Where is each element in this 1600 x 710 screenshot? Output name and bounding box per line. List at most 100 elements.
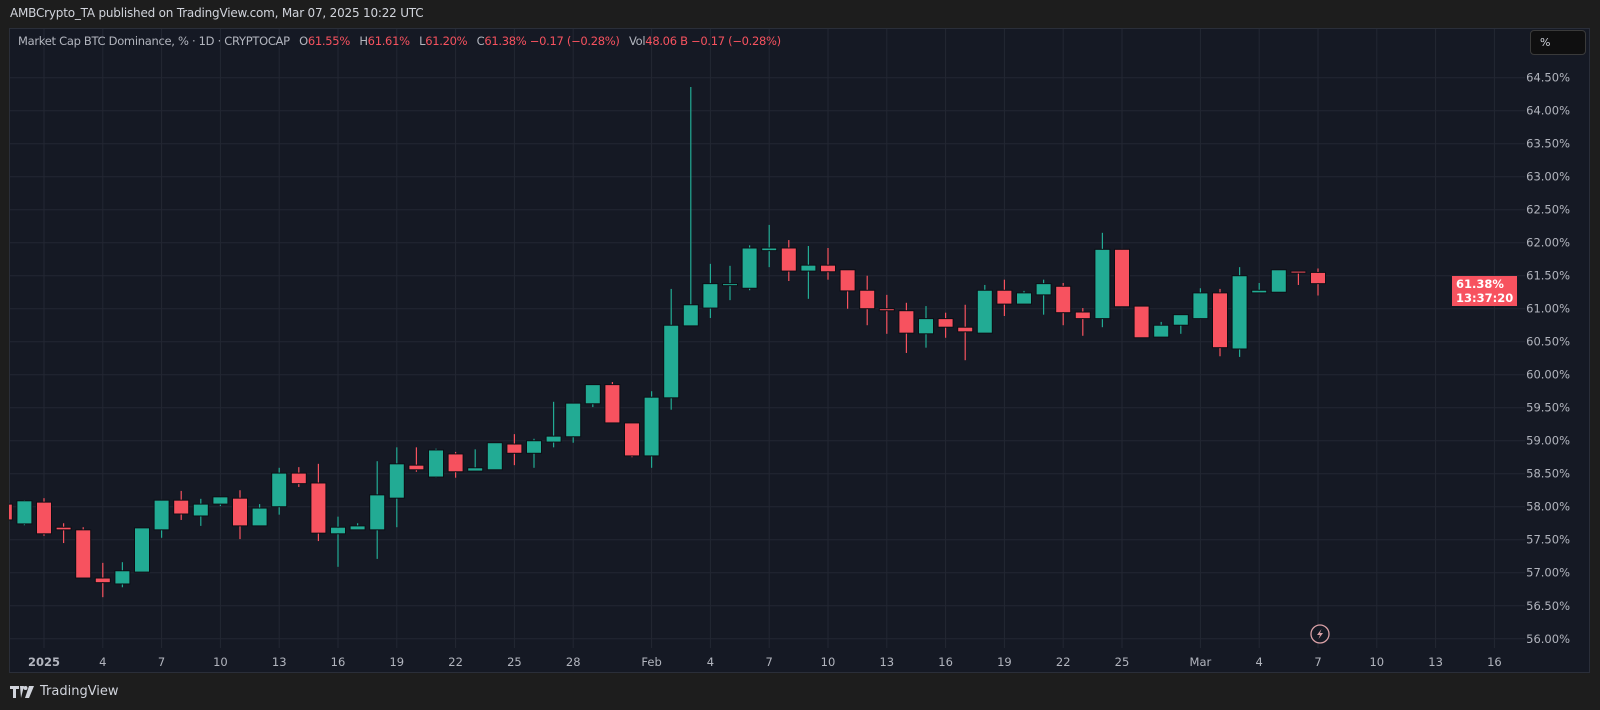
candle-body xyxy=(330,526,346,535)
candle xyxy=(55,523,72,544)
y-tick-label: 61.50% xyxy=(1526,269,1570,283)
candle-body xyxy=(271,472,288,508)
x-tick-label: 2025 xyxy=(28,655,60,669)
open-label: O xyxy=(299,34,308,48)
candle xyxy=(1094,232,1111,328)
candle xyxy=(526,438,542,468)
candle-body xyxy=(682,304,699,327)
candle-body xyxy=(1270,269,1287,293)
y-tick-label: 58.00% xyxy=(1526,500,1570,514)
candle-body xyxy=(1035,283,1052,296)
candle-body xyxy=(1192,292,1209,320)
candle xyxy=(957,304,974,361)
candle xyxy=(114,562,131,588)
candle-body xyxy=(604,384,621,424)
candle-body xyxy=(898,310,915,334)
low-value: 61.20% xyxy=(425,34,468,48)
candle-body xyxy=(1094,248,1111,320)
candle xyxy=(1016,290,1032,305)
candle xyxy=(1055,282,1072,326)
candle xyxy=(682,86,699,327)
candle-body xyxy=(36,501,52,535)
x-tick-label: 7 xyxy=(1314,655,1321,669)
candle-body xyxy=(643,396,660,457)
candle xyxy=(16,500,33,526)
candle xyxy=(506,434,523,466)
candle xyxy=(251,504,268,527)
x-tick-label: 13 xyxy=(272,655,287,669)
candle-body xyxy=(251,507,268,527)
candle xyxy=(663,288,680,410)
candle-body xyxy=(408,464,425,471)
candle-body xyxy=(290,472,307,485)
lightning-icon[interactable] xyxy=(1310,624,1330,644)
candle-body xyxy=(1310,271,1326,285)
candle xyxy=(643,391,660,468)
candle-body xyxy=(428,449,444,478)
volume-label: Vol xyxy=(628,34,646,48)
last-price: 61.38% xyxy=(1456,277,1504,291)
candle xyxy=(859,275,876,326)
candle-body xyxy=(1290,270,1307,274)
candle-body xyxy=(1251,289,1268,294)
candle xyxy=(1231,267,1248,357)
y-tick-label: 59.50% xyxy=(1526,401,1570,415)
x-tick-label: 10 xyxy=(213,655,228,669)
candle-body xyxy=(1133,305,1150,339)
y-tick-label: 63.00% xyxy=(1526,170,1570,184)
candle-body xyxy=(918,318,934,335)
candle xyxy=(898,302,915,353)
y-tick-label: 56.50% xyxy=(1526,599,1570,613)
candle xyxy=(1310,268,1326,296)
x-tick-label: 13 xyxy=(1428,655,1443,669)
candle xyxy=(780,240,797,282)
x-tick-label: 7 xyxy=(158,655,165,669)
x-tick-label: Feb xyxy=(641,655,661,669)
candle-body xyxy=(1212,292,1228,349)
candle xyxy=(36,498,52,536)
x-tick-label: 19 xyxy=(997,655,1012,669)
candle xyxy=(290,467,307,487)
candle-body xyxy=(957,326,974,333)
last-price-tag: 61.38% 13:37:20 xyxy=(1452,276,1518,306)
x-tick-label: Mar xyxy=(1190,655,1212,669)
candle-body xyxy=(1074,311,1091,320)
candle xyxy=(1153,321,1170,338)
candle-body xyxy=(780,247,797,272)
candle xyxy=(1133,305,1150,339)
open-value: 61.55% xyxy=(307,34,350,48)
percent-scale-button[interactable]: % xyxy=(1530,30,1586,55)
symbol-title: Market Cap BTC Dominance, % · 1D · CRYPT… xyxy=(18,34,290,48)
candle-body xyxy=(134,527,150,573)
candle xyxy=(1192,288,1209,320)
candle-body xyxy=(624,422,640,457)
candle xyxy=(271,467,288,515)
candle xyxy=(722,265,738,301)
candle xyxy=(1251,282,1268,294)
x-tick-label: 4 xyxy=(1256,655,1263,669)
candle xyxy=(349,523,366,531)
candle-body xyxy=(761,247,778,252)
tradingview-logo xyxy=(10,685,34,698)
candle-body xyxy=(1153,324,1170,338)
candle-body xyxy=(369,494,386,531)
candle xyxy=(94,562,111,598)
chart-panel[interactable] xyxy=(9,28,1590,673)
candle-body xyxy=(839,269,856,292)
change-value: −0.17 (−0.28%) xyxy=(529,34,620,48)
candle xyxy=(486,442,503,471)
high-value: 61.61% xyxy=(367,34,410,48)
candle xyxy=(447,451,464,478)
candle-body xyxy=(741,247,758,289)
candle xyxy=(75,527,92,579)
candle xyxy=(408,447,425,472)
y-tick-label: 59.00% xyxy=(1526,434,1570,448)
candle-body xyxy=(663,324,680,399)
candle xyxy=(918,306,934,348)
candle-body xyxy=(1231,275,1248,350)
x-tick-label: 22 xyxy=(448,655,463,669)
candle-body xyxy=(447,453,464,473)
chart-legend: Market Cap BTC Dominance, % · 1D · CRYPT… xyxy=(18,34,781,48)
candles xyxy=(0,28,1326,678)
